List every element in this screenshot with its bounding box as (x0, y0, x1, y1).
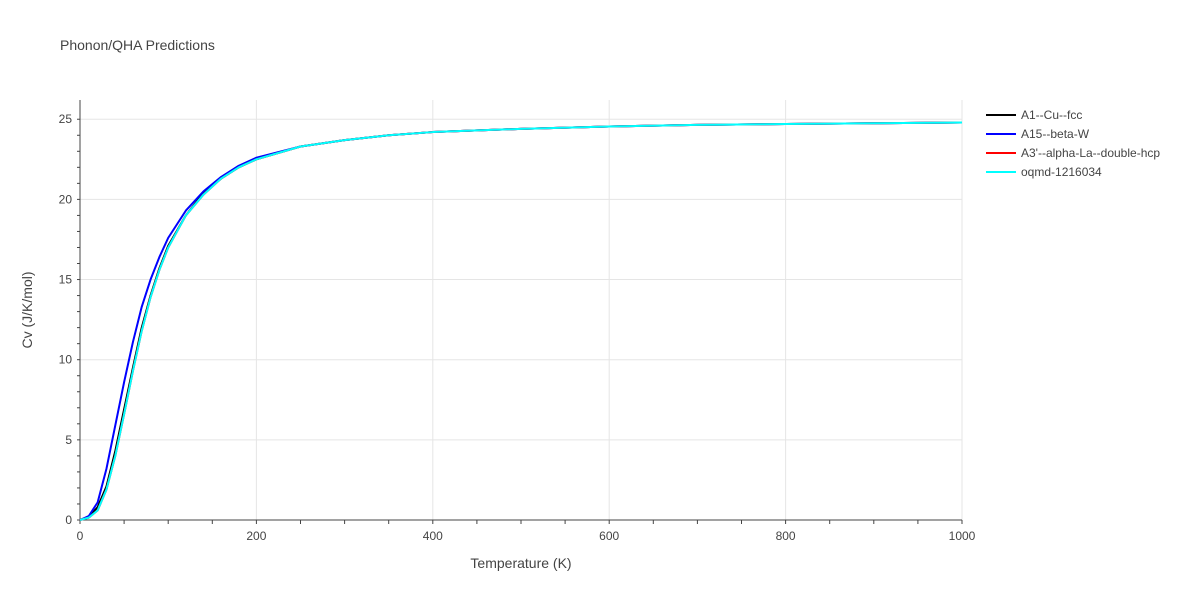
grid-layer (80, 100, 963, 520)
legend-item[interactable]: oqmd-1216034 (986, 165, 1102, 179)
y-axis-label: Cv (J/K/mol) (19, 272, 35, 349)
legend-item[interactable]: A15--beta-W (986, 127, 1090, 141)
series-line-2 (79, 121, 963, 521)
y-tick-label: 25 (59, 112, 73, 126)
x-tick-label: 200 (246, 529, 266, 543)
y-tick-label: 10 (59, 353, 73, 367)
y-tick-label: 5 (65, 433, 72, 447)
x-axis-label: Temperature (K) (470, 555, 571, 571)
legend-item[interactable]: A1--Cu--fcc (986, 108, 1082, 122)
x-tick-label: 600 (599, 529, 619, 543)
legend-label: A1--Cu--fcc (1021, 108, 1082, 122)
series-line-1 (79, 121, 963, 521)
legend-item[interactable]: A3'--alpha-La--double-hcp (986, 146, 1160, 160)
y-tick-label: 0 (65, 513, 72, 527)
axes-layer: 0 200 400 600 800 1000 0 5 10 15 20 25 (59, 100, 976, 543)
series-line-4 (79, 121, 963, 521)
chart-title: Phonon/QHA Predictions (60, 37, 215, 53)
y-tick-label: 20 (59, 192, 73, 206)
series-line-3 (79, 121, 963, 521)
legend-label: A3'--alpha-La--double-hcp (1021, 146, 1160, 160)
y-tick-label: 15 (59, 273, 73, 287)
legend[interactable]: A1--Cu--fcc A15--beta-W A3'--alpha-La--dou… (986, 108, 1160, 179)
series-layer (79, 121, 963, 521)
x-tick-label: 400 (423, 529, 443, 543)
legend-label: oqmd-1216034 (1021, 165, 1102, 179)
x-tick-label: 0 (77, 529, 84, 543)
x-tick-label: 800 (776, 529, 796, 543)
legend-label: A15--beta-W (1021, 127, 1090, 141)
x-tick-label: 1000 (949, 529, 976, 543)
